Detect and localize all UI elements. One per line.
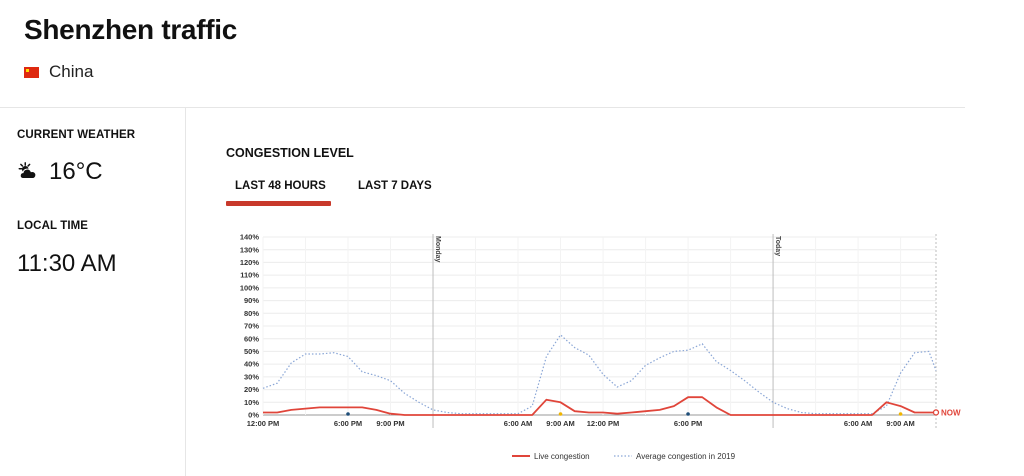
y-tick-label: 60% (244, 334, 259, 343)
day-label: Today (774, 236, 781, 256)
y-tick-label: 100% (240, 283, 260, 292)
y-tick-label: 50% (244, 347, 259, 356)
tab-last-7-days[interactable]: LAST 7 DAYS (358, 180, 432, 192)
chart-grid (262, 236, 936, 416)
now-label: NOW (941, 408, 961, 417)
chart-series: NOW (262, 333, 961, 417)
partly-cloudy-icon (18, 162, 37, 179)
page-header: Shenzhen traffic China (0, 0, 965, 108)
country-row: China (24, 62, 93, 82)
legend-label-live: Live congestion (534, 452, 590, 461)
y-tick-label: 140% (240, 233, 260, 242)
country-name: China (49, 62, 94, 81)
x-tick-label: 6:00 PM (674, 419, 702, 428)
sidebar (0, 108, 186, 476)
y-tick-label: 80% (244, 309, 259, 318)
time-marker-dot (346, 412, 350, 416)
y-tick-label: 90% (244, 296, 259, 305)
average-congestion-line (262, 333, 937, 415)
y-tick-label: 30% (244, 372, 259, 381)
tab-last-48-hours[interactable]: LAST 48 HOURS (235, 180, 326, 192)
day-label: Monday (434, 236, 441, 263)
x-tick-label: 6:00 AM (844, 419, 872, 428)
y-tick-label: 0% (248, 411, 259, 420)
china-flag-icon (24, 66, 39, 78)
legend-label-average: Average congestion in 2019 (636, 452, 736, 461)
x-tick-label: 9:00 AM (546, 419, 574, 428)
current-weather-label: CURRENT WEATHER (17, 129, 136, 141)
x-tick-label: 12:00 PM (587, 419, 620, 428)
x-tick-label: 9:00 PM (376, 419, 404, 428)
temperature: 16°C (49, 158, 103, 185)
now-point (932, 409, 940, 416)
x-tick-label: 9:00 AM (886, 419, 914, 428)
y-tick-label: 130% (240, 245, 260, 254)
y-tick-label: 120% (240, 258, 260, 267)
page-title: Shenzhen traffic (24, 14, 238, 45)
x-tick-label: 6:00 PM (334, 419, 362, 428)
x-axis: 12:00 PM 6:00 PM 9:00 PM 6:00 AM 9:00 AM 12:0… (247, 419, 915, 428)
x-tick-label: 6:00 AM (504, 419, 532, 428)
time-markers (346, 412, 903, 416)
active-tab-indicator (226, 201, 331, 206)
weather-row: 16°C (17, 158, 103, 186)
x-tick-label: 12:00 PM (247, 419, 280, 428)
y-tick-label: 110% (240, 271, 259, 280)
y-tick-label: 40% (244, 360, 259, 369)
live-congestion-line (263, 396, 936, 416)
day-markers: Monday Today (432, 234, 937, 428)
time-marker-dot (686, 412, 690, 416)
y-tick-label: 70% (244, 322, 259, 331)
y-tick-label: 20% (244, 385, 259, 394)
time-marker-dot (558, 412, 563, 416)
chart-legend: Live congestion Average congestion in 201… (512, 452, 736, 461)
congestion-level-title: CONGESTION LEVEL (226, 146, 354, 160)
time-marker-dot (898, 412, 903, 416)
local-time-label: LOCAL TIME (17, 220, 89, 232)
local-time: 11:30 AM (17, 250, 117, 277)
y-axis: 0% 10% 20% 30% 40% 50% 60% 70% 80% 90% 100% 110% 120… (240, 233, 260, 420)
y-tick-label: 10% (244, 398, 259, 407)
